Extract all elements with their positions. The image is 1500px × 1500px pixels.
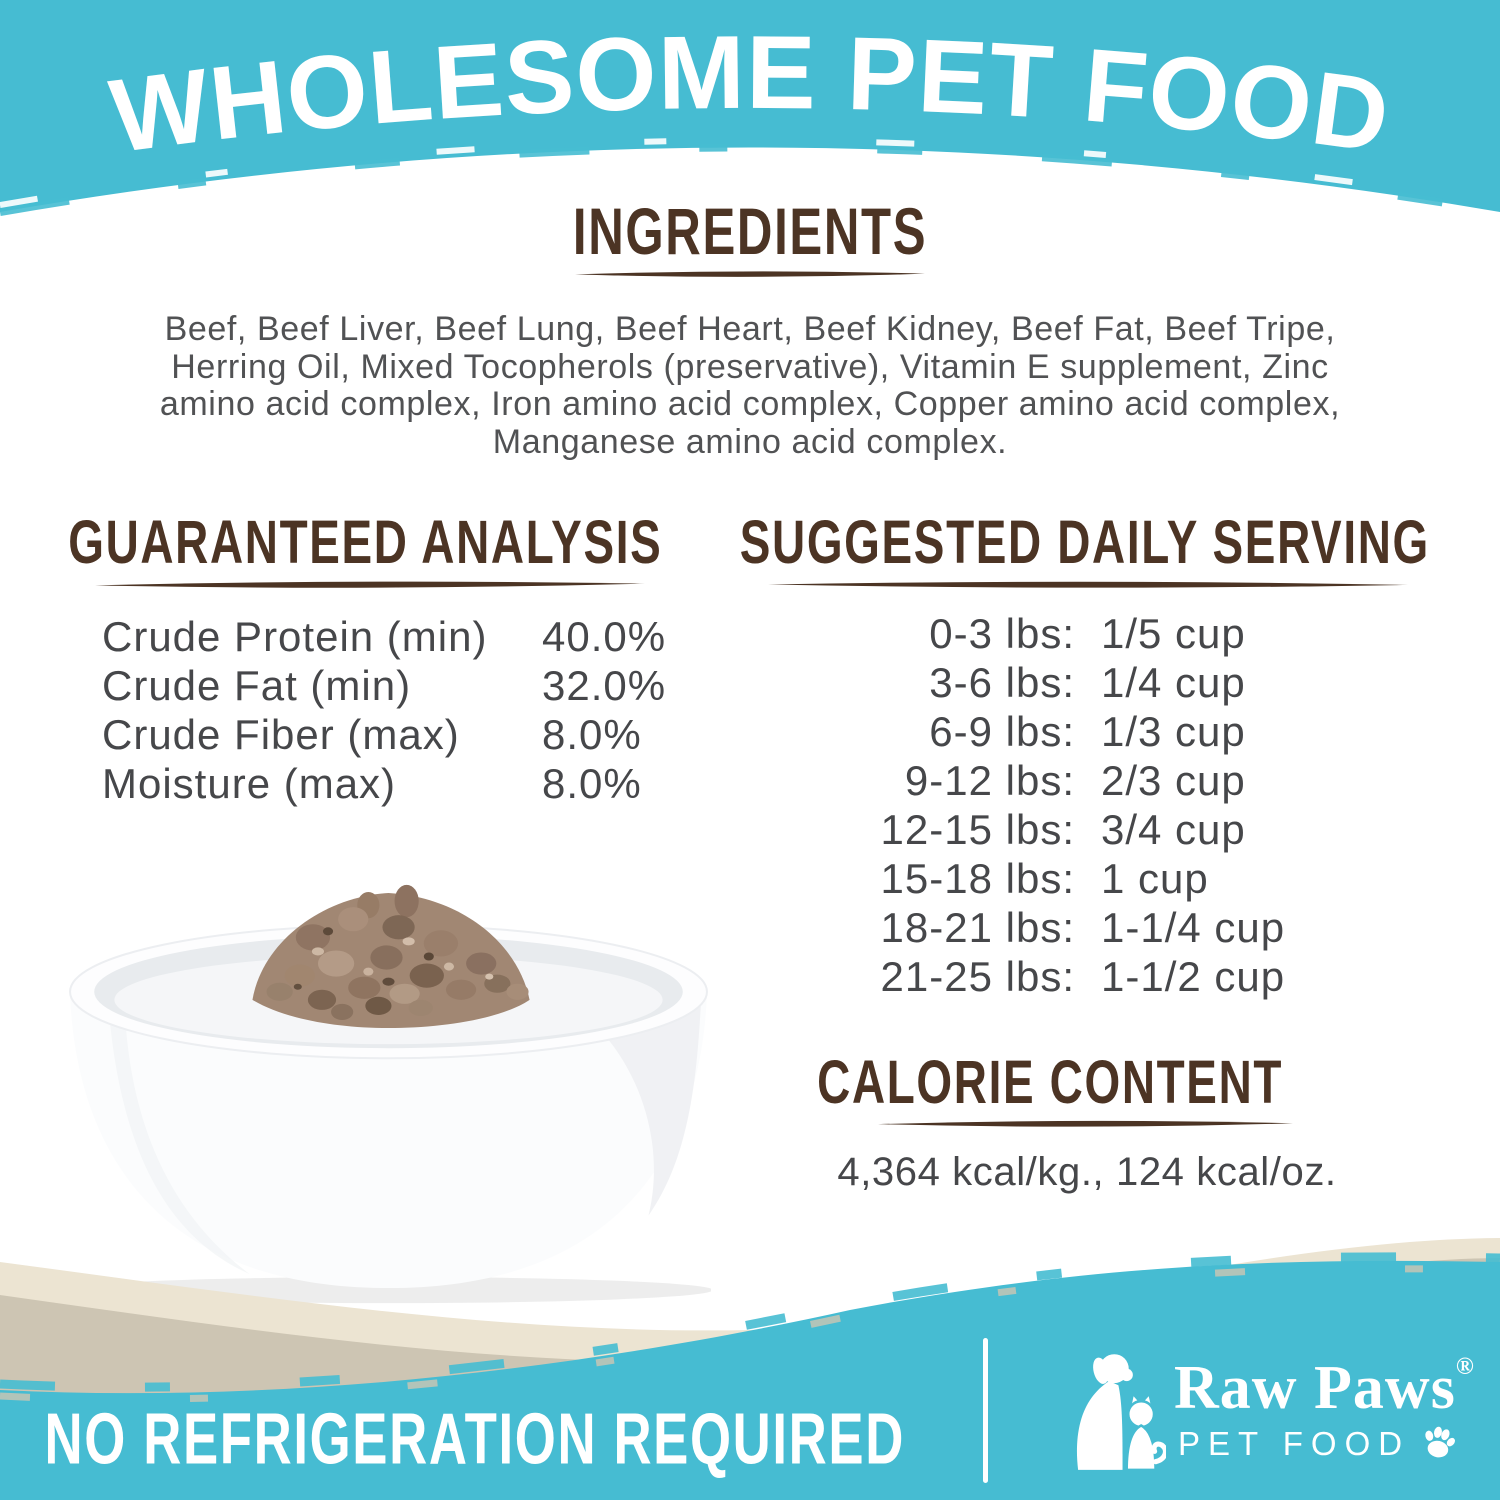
table-row: Crude Protein (min) 40.0% (102, 612, 682, 661)
brush-texture (0, 1265, 1500, 1403)
serving-range: 6-9 lbs: (929, 707, 1075, 755)
serving-amount: 1-1/2 cup (1101, 952, 1286, 1000)
serving-amount: 1/3 cup (1101, 707, 1246, 755)
brand-subtitle: PET FOOD (1178, 1425, 1411, 1462)
table-row: 6-9 lbs: 1/3 cup (790, 707, 1350, 756)
serving-amount: 1-1/4 cup (1101, 903, 1286, 951)
serving-range: 12-15 lbs: (880, 805, 1075, 853)
analysis-label: Moisture (max) (102, 759, 397, 807)
no-refrigeration-claim: NO REFRIGERATION REQUIRED (44, 1397, 906, 1479)
serving-range: 0-3 lbs: (929, 609, 1075, 657)
brush-texture (0, 137, 1500, 208)
analysis-value: 32.0% (542, 661, 667, 709)
ingredients-heading: INGREDIENTS (572, 194, 928, 268)
serving-amount: 1/4 cup (1101, 658, 1246, 706)
bowl-body (70, 991, 707, 1289)
footer-divider (983, 1338, 988, 1483)
calorie-content-heading: CALORIE CONTENT (817, 1046, 1283, 1116)
table-row: 21-25 lbs: 1-1/2 cup (790, 952, 1350, 1001)
paw-print-icon (1425, 1426, 1456, 1458)
registered-trademark-symbol: ® (1455, 1354, 1474, 1380)
raw-paws-logo: Raw Paws ® PET FOOD (1046, 1342, 1496, 1478)
table-row: 9-12 lbs: 2/3 cup (790, 756, 1350, 805)
brush-underline (878, 1120, 1293, 1127)
serving-range: 9-12 lbs: (904, 756, 1075, 804)
brand-name: Raw Paws (1174, 1354, 1456, 1422)
serving-range: 18-21 lbs: (880, 903, 1075, 951)
analysis-label: Crude Fiber (max) (102, 710, 460, 758)
ingredients-line: amino acid complex, Iron amino acid comp… (159, 385, 1341, 423)
header-banner: WHOLESOME PET FOOD (0, 0, 1500, 260)
serving-amount: 3/4 cup (1101, 805, 1246, 853)
table-row: Crude Fiber (max) 8.0% (102, 710, 682, 759)
table-row: 15-18 lbs: 1 cup (790, 854, 1350, 903)
table-row: 3-6 lbs: 1/4 cup (790, 658, 1350, 707)
brand-text: Raw Paws ® PET FOOD (1174, 1354, 1474, 1463)
ingredients-line: Beef, Beef Liver, Beef Lung, Beef Heart,… (164, 310, 1336, 348)
brush-underline (575, 271, 925, 277)
footer-banner (0, 1238, 1500, 1500)
food-bowl-image (66, 884, 711, 1304)
analysis-value: 40.0% (542, 612, 667, 660)
daily-serving-table: 0-3 lbs: 1/5 cup 3-6 lbs: 1/4 cup 6-9 lb… (790, 609, 1350, 1001)
food-pile (252, 884, 530, 1029)
serving-range: 15-18 lbs: (880, 854, 1075, 902)
serving-amount: 2/3 cup (1101, 756, 1246, 804)
brush-underline (768, 581, 1408, 588)
ingredients-line: Manganese amino acid complex. (492, 422, 1008, 461)
brush-underline (95, 581, 645, 588)
dog-cat-silhouette-icon (1076, 1354, 1166, 1472)
table-row: 12-15 lbs: 3/4 cup (790, 805, 1350, 854)
table-row: Moisture (max) 8.0% (102, 759, 682, 808)
analysis-label: Crude Protein (min) (102, 612, 488, 660)
analysis-value: 8.0% (542, 710, 642, 758)
analysis-label: Crude Fat (min) (102, 661, 412, 709)
daily-serving-heading: SUGGESTED DAILY SERVING (739, 506, 1431, 576)
guaranteed-analysis-table: Crude Protein (min) 40.0% Crude Fat (min… (102, 612, 682, 808)
ingredients-text: Beef, Beef Liver, Beef Lung, Beef Heart,… (80, 310, 1420, 461)
table-row: Crude Fat (min) 32.0% (102, 661, 682, 710)
table-row: 18-21 lbs: 1-1/4 cup (790, 903, 1350, 952)
table-row: 0-3 lbs: 1/5 cup (790, 609, 1350, 658)
analysis-value: 8.0% (542, 759, 642, 807)
serving-amount: 1 cup (1101, 854, 1209, 902)
teal-wave-band (0, 1260, 1500, 1500)
guaranteed-analysis-heading: GUARANTEED ANALYSIS (67, 506, 663, 576)
calorie-content-value: 4,364 kcal/kg., 124 kcal/oz. (837, 1150, 1337, 1194)
header-dome (0, 147, 1500, 260)
serving-range: 21-25 lbs: (880, 952, 1075, 1000)
serving-range: 3-6 lbs: (929, 658, 1075, 706)
ingredients-line: Herring Oil, Mixed Tocopherols (preserva… (171, 347, 1329, 386)
bowl-shading-right (569, 1003, 701, 1216)
serving-amount: 1/5 cup (1101, 609, 1246, 657)
bowl-shading-left (108, 1003, 250, 1274)
